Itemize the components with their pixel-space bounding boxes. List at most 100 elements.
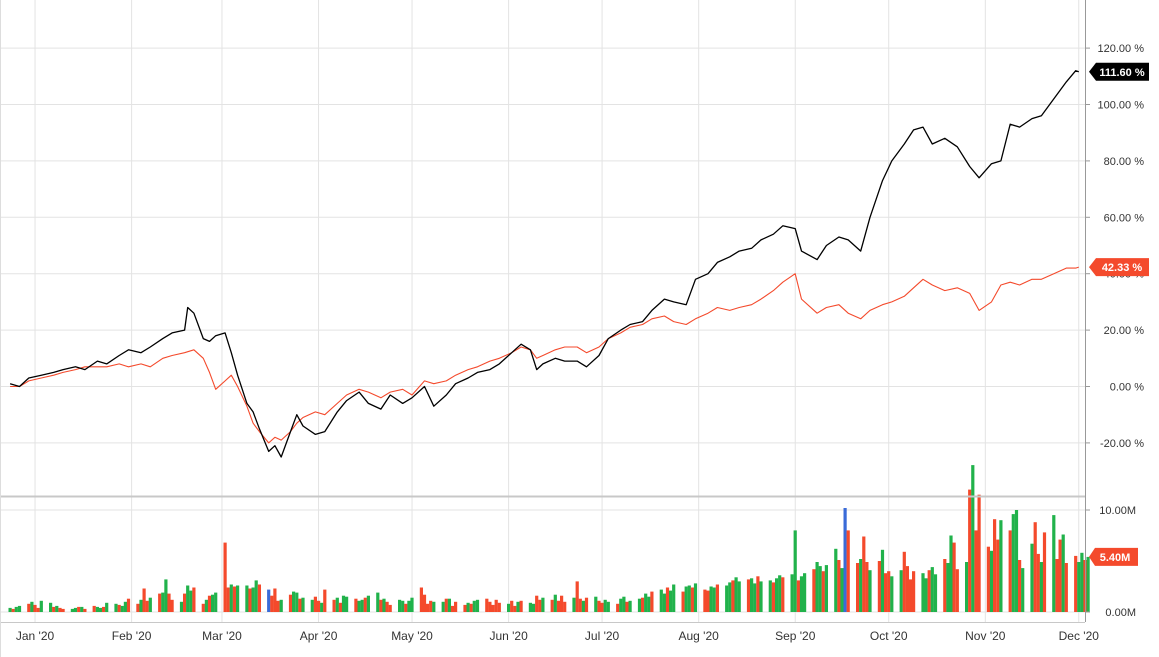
volume-bar (376, 592, 380, 612)
volume-bar (39, 600, 43, 612)
volume-bar (419, 587, 423, 612)
volume-bar (669, 590, 673, 612)
volume-bar (510, 600, 514, 612)
volume-bar (232, 586, 236, 612)
volume-bar (641, 597, 645, 612)
volume-bar (715, 584, 719, 612)
volume-bar (70, 608, 74, 612)
volume-bar (859, 559, 863, 612)
volume-bar (189, 590, 193, 612)
volume-bar (927, 570, 931, 612)
volume-bar (245, 585, 249, 612)
price-tick-label: 120.00 % (1098, 43, 1145, 55)
volume-bar (450, 605, 455, 612)
volume-bar (965, 562, 969, 612)
volume-bar (366, 595, 370, 612)
volume-bar (226, 587, 230, 612)
volume-bar (429, 600, 433, 612)
volume-bar (647, 596, 651, 612)
x-tick-label: Nov '20 (965, 629, 1006, 643)
volume-bar (890, 576, 894, 612)
volume-bar (528, 602, 532, 612)
volume-tick-label: 10.00M (1099, 505, 1136, 517)
volume-bar (840, 568, 844, 612)
volume-bar (161, 592, 165, 612)
volume-bar (148, 597, 152, 612)
volume-bar (1080, 552, 1084, 612)
volume-bar (775, 578, 779, 612)
volume-bar (556, 600, 561, 612)
volume-bar (834, 548, 838, 612)
volume-bar (401, 600, 405, 612)
volume-bar (581, 600, 585, 612)
volume-bar (398, 599, 402, 612)
volume-bar (77, 606, 81, 612)
volume-bar (267, 589, 271, 612)
volume-bar (357, 600, 361, 612)
volume-bar (95, 606, 99, 612)
volume-bar (672, 584, 676, 612)
volume-bar (1061, 534, 1065, 612)
volume-bar (781, 577, 785, 612)
volume-bar (507, 603, 511, 612)
volume-bar (407, 600, 411, 612)
volume-bar (1064, 563, 1068, 612)
volume-bar (1077, 562, 1081, 612)
volume-bar (158, 593, 162, 612)
volume-bar (594, 596, 598, 612)
price-tick-label: 80.00 % (1104, 156, 1145, 168)
volume-bar (345, 596, 349, 612)
volume-bar (662, 593, 666, 612)
volume-bar (186, 585, 190, 612)
volume-bar (759, 581, 763, 612)
volume-bar (946, 563, 950, 612)
volume-bar (750, 578, 754, 612)
volume-bar (513, 605, 517, 612)
volume-bar (273, 588, 277, 612)
volume-bar (1008, 530, 1012, 612)
price-tick-label: 20.00 % (1104, 325, 1145, 337)
volume-bar (257, 584, 261, 612)
x-tick-label: Sep '20 (775, 629, 816, 643)
volume-bar (703, 589, 707, 612)
volume-bar (1033, 522, 1037, 612)
volume-bar (320, 602, 324, 612)
volume-bar (120, 605, 124, 612)
volume-bar (943, 559, 947, 612)
volume-tick-label: 0.00M (1105, 607, 1136, 619)
volume-bar (746, 579, 751, 612)
volume-bar (868, 570, 872, 612)
price-tick-label: -20.00 % (1100, 438, 1144, 450)
volume-bar (295, 592, 299, 612)
volume-bar (731, 580, 735, 612)
volume-bar (139, 599, 143, 612)
volume-bar (117, 604, 121, 612)
volume-bar (1052, 515, 1056, 612)
volume-bar (382, 598, 386, 612)
volume-bar (432, 601, 436, 612)
volume-bar (30, 601, 34, 612)
volume-bar (52, 606, 56, 612)
volume-bar (36, 607, 40, 612)
volume-bar (126, 598, 131, 612)
volume-bar (884, 573, 888, 612)
volume-bar (768, 580, 772, 612)
volume-bar (681, 591, 685, 612)
price-tick-label: 0.00 % (1110, 382, 1144, 394)
volume-bar (179, 601, 184, 612)
volume-bar (83, 608, 87, 612)
volume-bar (553, 594, 557, 612)
volume-bar (921, 573, 925, 612)
volume-bar (204, 599, 208, 612)
volume-bar (908, 579, 913, 612)
volume-bar (687, 585, 691, 612)
volume-bar (572, 597, 576, 612)
volume-bar (49, 602, 53, 612)
volume-bar (61, 608, 65, 612)
volume-bar (466, 602, 470, 612)
volume-bar (778, 575, 782, 612)
volume-bar (11, 608, 15, 612)
volume-bar (167, 593, 171, 612)
badge-text: 5.40M (1100, 552, 1131, 564)
